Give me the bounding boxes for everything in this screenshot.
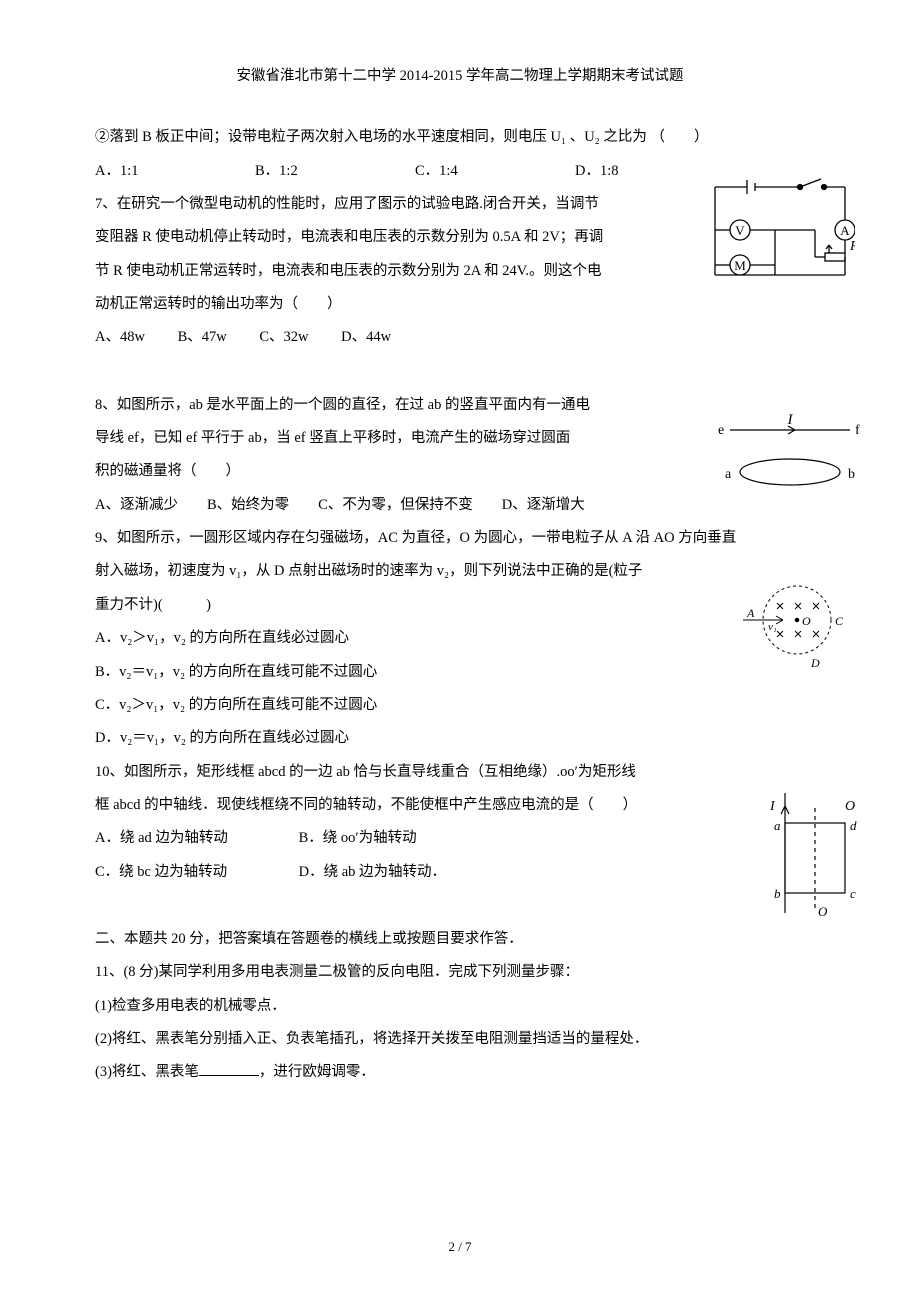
- fig8-label-f: f: [855, 423, 860, 438]
- q10-opt-b: B．绕 oo′为轴转动: [299, 830, 417, 846]
- q10-opt-a: A．绕 ad 边为轴转动: [95, 822, 295, 855]
- q10-opts-row2: C．绕 bc 边为轴转动 D．绕 ab 边为轴转动．: [95, 856, 825, 889]
- q9-opt-a: A．v₂＞v₁，v₂ 的方向所在直线必过圆心: [95, 622, 825, 655]
- fig-q9-diagram: A C O D v₁: [735, 575, 855, 675]
- q7-options: A、48w B、47w C、32w D、44w: [95, 321, 825, 354]
- q10-opts-row1: A．绕 ad 边为轴转动 B．绕 oo′为轴转动: [95, 822, 825, 855]
- fig9-label-C: C: [835, 614, 844, 628]
- q10-opt-c: C．绕 bc 边为轴转动: [95, 856, 295, 889]
- q6-opt-c: C．1:4: [415, 155, 575, 188]
- q7-opt-c: C、32w: [259, 329, 308, 345]
- q7-opt-b: B、47w: [178, 329, 227, 345]
- fig8-label-a: a: [725, 467, 732, 482]
- fig7-label-A: A: [840, 223, 850, 238]
- q9-opt-d: D．v₂＝v₁，v₂ 的方向所在直线必过圆心: [95, 722, 825, 755]
- fig10-label-O1: O: [845, 799, 855, 814]
- fig8-label-I: I: [787, 412, 794, 428]
- q10-l2: 框 abcd 的中轴线．现使线框绕不同的轴转动，不能使框中产生感应电流的是（ ）: [95, 789, 825, 822]
- q11-s3b: ，进行欧姆调零．: [259, 1064, 375, 1080]
- fig10-label-b: b: [774, 886, 781, 901]
- q6-line1: ②落到 B 板正中间；设带电粒子两次射入电场的水平速度相同，则电压 U₁ 、U₂…: [95, 121, 825, 154]
- q7-opt-a: A、48w: [95, 329, 145, 345]
- section2-heading: 二、本题共 20 分，把答案填在答题卷的横线上或按题目要求作答．: [95, 923, 825, 956]
- q11-blank: [199, 1061, 259, 1077]
- q6-opt-a: A．1:1: [95, 155, 255, 188]
- q9-l3: 重力不计)( ): [95, 589, 825, 622]
- fig-q7-circuit: V A M R: [705, 175, 855, 285]
- fig9-label-v: v₁: [768, 621, 777, 633]
- fig-q8-diagram: e f I a b: [700, 410, 880, 500]
- q9-opt-b: B．v₂＝v₁，v₂ 的方向所在直线可能不过圆心: [95, 656, 825, 689]
- page-title: 安徽省淮北市第十二中学 2014-2015 学年高二物理上学期期末考试试题: [95, 60, 825, 93]
- q9-opt-c: C．v₂＞v₁，v₂ 的方向所在直线可能不过圆心: [95, 689, 825, 722]
- q11-s3a: (3)将红、黑表笔: [95, 1064, 199, 1080]
- fig7-label-R: R: [849, 239, 855, 254]
- fig10-label-d: d: [850, 818, 857, 833]
- fig7-label-M: M: [734, 258, 746, 273]
- q11-s3: (3)将红、黑表笔 ，进行欧姆调零．: [95, 1056, 825, 1089]
- page-footer: 2 / 7: [0, 1232, 920, 1262]
- q11-s1: (1)检查多用电表的机械零点．: [95, 990, 825, 1023]
- fig10-label-I: I: [769, 799, 776, 814]
- fig-q10-diagram: I O a d b c O: [760, 788, 870, 918]
- q7-opt-d: D、44w: [341, 329, 391, 345]
- page: 安徽省淮北市第十二中学 2014-2015 学年高二物理上学期期末考试试题 ②落…: [0, 0, 920, 1302]
- q11-l1: 11、(8 分)某同学利用多用电表测量二极管的反向电阻．完成下列测量步骤：: [95, 956, 825, 989]
- fig10-label-c: c: [850, 886, 856, 901]
- q9-l1: 9、如图所示，一圆形区域内存在匀强磁场，AC 为直径，O 为圆心，一带电粒子从 …: [95, 522, 825, 555]
- q11-s2: (2)将红、黑表笔分别插入正、负表笔插孔，将选择开关拨至电阻测量挡适当的量程处．: [95, 1023, 825, 1056]
- fig8-label-e: e: [718, 423, 724, 438]
- fig9-label-O: O: [802, 614, 811, 628]
- q7-l4: 动机正常运转时的输出功率为（ ）: [95, 288, 825, 321]
- fig7-label-V: V: [735, 223, 745, 238]
- fig10-label-O2: O: [818, 904, 828, 918]
- fig8-label-b: b: [848, 467, 855, 482]
- fig9-label-D: D: [810, 656, 820, 670]
- q10-l1: 10、如图所示，矩形线框 abcd 的一边 ab 恰与长直导线重合（互相绝缘）.…: [95, 756, 825, 789]
- q10-opt-d: D．绕 ab 边为轴转动．: [299, 864, 446, 880]
- fig9-label-A: A: [746, 606, 755, 620]
- spacer2: [95, 889, 825, 923]
- q6-options: A．1:1 B．1:2 C．1:4 D．1:8: [95, 155, 735, 188]
- spacer: [95, 355, 825, 389]
- q6-opt-b: B．1:2: [255, 155, 415, 188]
- fig10-label-a: a: [774, 818, 781, 833]
- q9-l2: 射入磁场，初速度为 v₁，从 D 点射出磁场时的速率为 v₂，则下列说法中正确的…: [95, 555, 825, 588]
